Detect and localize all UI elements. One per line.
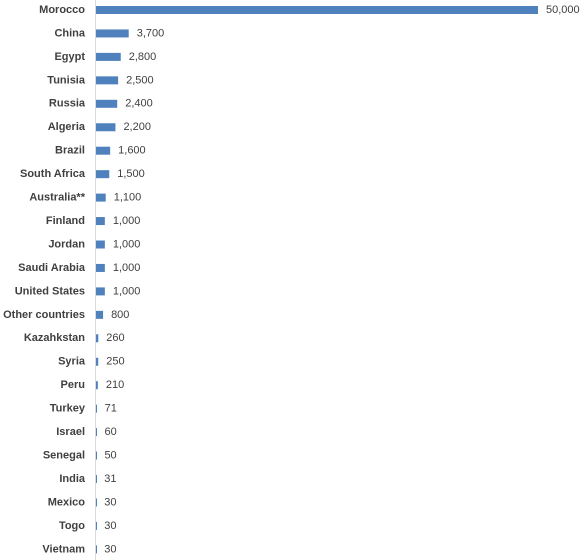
data-label: 210 <box>106 379 124 391</box>
category-label: Turkey <box>50 403 86 415</box>
data-label: 250 <box>106 356 124 368</box>
category-label: South Africa <box>20 168 86 180</box>
category-label: Tunisia <box>47 74 86 86</box>
data-label: 30 <box>104 520 116 532</box>
data-label: 2,400 <box>125 98 153 110</box>
data-label: 50,000 <box>546 4 580 16</box>
data-label: 1,600 <box>118 145 146 157</box>
bar <box>96 52 121 61</box>
bar <box>96 545 97 554</box>
bar <box>96 217 105 226</box>
category-label: Saudi Arabia <box>18 262 86 274</box>
bar <box>96 287 105 296</box>
category-label: India <box>59 473 86 485</box>
bar <box>96 428 97 437</box>
bar <box>96 475 97 483</box>
data-label: 60 <box>105 426 117 438</box>
category-label: Australia** <box>29 192 85 204</box>
category-label: Israel <box>56 426 85 438</box>
category-label: Senegal <box>43 449 85 461</box>
data-label: 1,500 <box>117 168 145 180</box>
data-label: 1,000 <box>113 238 141 250</box>
bar <box>96 521 97 530</box>
category-label: Other countries <box>3 309 85 321</box>
data-label: 50 <box>104 449 116 461</box>
category-label: Mexico <box>48 496 86 508</box>
data-label: 2,500 <box>126 74 154 86</box>
category-label: Syria <box>58 356 86 368</box>
bar <box>96 357 99 366</box>
bar <box>96 334 99 343</box>
data-label: 3,700 <box>137 27 165 39</box>
bar <box>96 451 97 460</box>
category-label: Vietnam <box>42 543 85 555</box>
bar <box>96 99 118 108</box>
data-label: 30 <box>104 496 116 508</box>
data-label: 2,800 <box>129 51 157 63</box>
category-label: Morocco <box>39 4 85 16</box>
data-label: 1,000 <box>113 285 141 297</box>
category-label: Russia <box>49 98 86 110</box>
bar <box>96 6 538 14</box>
bar <box>96 240 105 249</box>
data-label: 2,200 <box>123 121 151 133</box>
data-label: 1,100 <box>114 192 142 204</box>
bar <box>96 146 111 155</box>
data-label: 1,000 <box>113 215 141 227</box>
category-label: China <box>54 27 85 39</box>
bar <box>96 76 119 85</box>
data-label: 31 <box>104 473 116 485</box>
data-label: 1,000 <box>113 262 141 274</box>
category-label: Kazahkstan <box>24 332 85 344</box>
bar <box>96 310 104 319</box>
bar <box>96 381 98 390</box>
data-label: 800 <box>111 309 129 321</box>
bar <box>96 498 97 507</box>
data-label: 71 <box>105 403 117 415</box>
bar <box>96 123 116 132</box>
category-label: Egypt <box>54 51 85 63</box>
category-label: United States <box>15 285 85 297</box>
category-label: Brazil <box>55 145 85 157</box>
category-label: Peru <box>61 379 85 391</box>
bar <box>96 29 129 38</box>
bar <box>96 404 97 413</box>
category-label: Finland <box>46 215 85 227</box>
category-label: Togo <box>59 520 85 532</box>
bar <box>96 263 105 272</box>
category-label: Jordan <box>48 238 85 250</box>
bar <box>96 193 106 202</box>
data-label: 260 <box>106 332 124 344</box>
bar <box>96 170 110 179</box>
data-label: 30 <box>104 543 116 555</box>
category-label: Algeria <box>48 121 86 133</box>
